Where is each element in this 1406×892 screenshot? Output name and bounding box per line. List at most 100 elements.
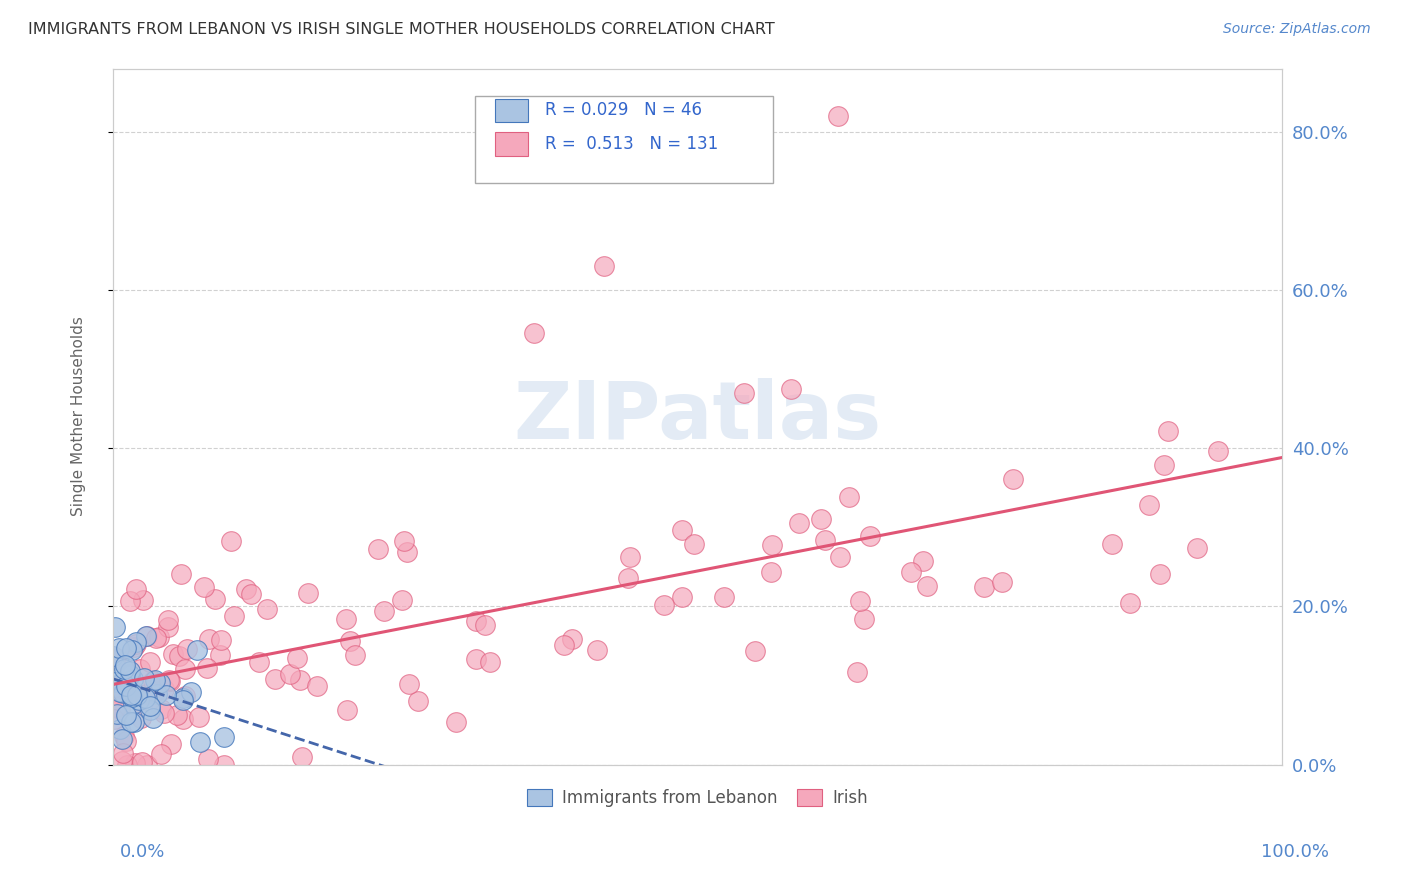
Point	[408, 694, 430, 708]
Point	[112, 689, 135, 703]
Point	[186, 643, 208, 657]
Point	[139, 698, 162, 713]
Point	[118, 666, 141, 681]
Point	[256, 602, 278, 616]
Point	[291, 750, 314, 764]
Point	[849, 593, 872, 607]
Point	[713, 590, 735, 604]
Point	[285, 651, 308, 665]
Point	[810, 512, 832, 526]
Point	[122, 683, 145, 698]
Point	[111, 731, 134, 746]
Point	[145, 631, 167, 645]
Point	[135, 757, 157, 772]
Point	[131, 711, 153, 725]
Point	[170, 567, 193, 582]
Point	[180, 685, 202, 699]
Point	[838, 490, 860, 504]
Point	[780, 382, 803, 396]
Point	[561, 632, 583, 647]
Point	[1185, 541, 1208, 555]
Point	[108, 722, 131, 736]
Point	[1153, 458, 1175, 472]
Point	[911, 554, 934, 568]
Point	[204, 592, 226, 607]
Point	[142, 673, 165, 688]
Point	[143, 685, 166, 699]
Point	[169, 648, 191, 663]
Point	[290, 673, 312, 687]
Point	[111, 755, 134, 769]
Point	[103, 649, 125, 664]
Point	[235, 582, 257, 597]
Point	[172, 693, 194, 707]
Point	[465, 614, 488, 628]
Point	[523, 326, 546, 341]
Point	[845, 665, 868, 680]
Point	[219, 533, 242, 548]
Point	[973, 580, 995, 594]
Point	[278, 667, 301, 681]
Point	[209, 648, 232, 663]
Point	[128, 692, 150, 706]
Point	[118, 593, 141, 607]
Point	[787, 516, 810, 530]
Point	[115, 679, 138, 693]
Point	[464, 652, 486, 666]
FancyBboxPatch shape	[495, 132, 527, 155]
Point	[478, 655, 501, 669]
Point	[339, 633, 361, 648]
Point	[195, 661, 218, 675]
Point	[125, 582, 148, 596]
Point	[744, 644, 766, 658]
Point	[198, 632, 221, 646]
Point	[392, 533, 415, 548]
Point	[142, 711, 165, 725]
Point	[197, 752, 219, 766]
Point	[104, 620, 127, 634]
Point	[115, 757, 138, 772]
Point	[153, 706, 176, 721]
Text: R =  0.513   N = 131: R = 0.513 N = 131	[546, 135, 718, 153]
Point	[145, 676, 167, 690]
Point	[173, 689, 195, 703]
Point	[111, 674, 134, 689]
Point	[733, 385, 755, 400]
Point	[827, 109, 849, 123]
Point	[157, 673, 180, 687]
Point	[135, 630, 157, 644]
Point	[127, 688, 149, 702]
Point	[105, 680, 128, 694]
Point	[115, 640, 138, 655]
Point	[104, 659, 127, 673]
Point	[814, 533, 837, 547]
Text: 0.0%: 0.0%	[120, 843, 165, 861]
FancyBboxPatch shape	[475, 96, 773, 184]
Point	[112, 662, 135, 676]
Point	[149, 675, 172, 690]
Point	[111, 686, 134, 700]
Point	[120, 665, 142, 679]
Point	[671, 523, 693, 537]
Point	[120, 668, 142, 682]
Point	[125, 635, 148, 649]
Text: IMMIGRANTS FROM LEBANON VS IRISH SINGLE MOTHER HOUSEHOLDS CORRELATION CHART: IMMIGRANTS FROM LEBANON VS IRISH SINGLE …	[28, 22, 775, 37]
Point	[586, 642, 609, 657]
Point	[120, 688, 142, 702]
Point	[115, 680, 138, 694]
Point	[652, 598, 675, 612]
Text: R = 0.029   N = 46: R = 0.029 N = 46	[546, 102, 703, 120]
Point	[335, 703, 357, 717]
Point	[224, 609, 246, 624]
Point	[172, 690, 194, 705]
Point	[344, 648, 367, 663]
Point	[131, 755, 153, 769]
Point	[212, 730, 235, 744]
Point	[125, 637, 148, 651]
Point	[114, 657, 136, 672]
Point	[830, 550, 852, 565]
Point	[110, 702, 132, 716]
Point	[124, 756, 146, 771]
Text: ZIPatlas: ZIPatlas	[513, 377, 882, 456]
Point	[121, 690, 143, 705]
